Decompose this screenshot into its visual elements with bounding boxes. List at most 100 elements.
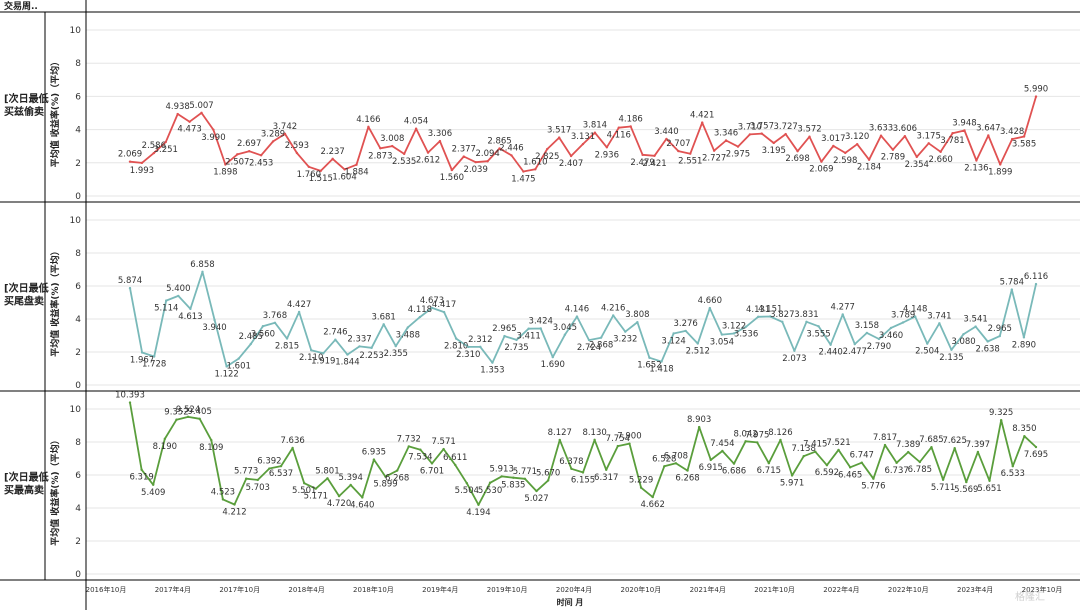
data-point [248,150,251,153]
data-label: 2.453 [249,158,273,168]
data-label: 5.530 [478,486,502,496]
data-label: 3.633 [869,124,893,134]
data-point [841,313,844,316]
data-label: 3.080 [951,337,975,347]
data-label: 6.268 [675,474,699,484]
data-point [546,147,549,151]
x-tick-label: 2016年10月 [86,585,127,594]
data-point [503,334,506,338]
data-point [653,154,656,158]
data-point [128,401,132,404]
data-label: 4.640 [350,500,374,510]
data-point [744,325,748,328]
data-point [575,315,579,318]
data-label: 2.735 [504,343,528,353]
data-label: 7.138 [792,444,816,454]
data-label: 2.965 [492,324,516,334]
data-point [744,440,747,443]
data-label: 3.488 [396,330,420,340]
y-tick-label: 8 [75,59,81,69]
data-point [802,455,805,458]
data-label: 5.409 [141,488,165,498]
data-label: 7.397 [966,440,990,450]
data-label: 2.237 [320,147,344,157]
y-tick-label: 6 [75,282,81,292]
data-point [384,475,387,478]
data-point [648,356,651,359]
data-label: 2.586 [142,141,166,151]
data-point [877,337,881,341]
y-tick-label: 6 [75,92,81,102]
data-label: 6.686 [722,467,746,477]
data-label: 4.194 [466,508,490,518]
data-label: 3.158 [855,321,879,331]
data-point [720,333,724,336]
data-point [895,461,898,465]
data-label: 2.638 [976,344,1000,354]
data-point [915,155,918,159]
data-point [903,134,907,138]
data-label: 3.827 [770,310,794,320]
data-point [999,418,1003,422]
data-label: 8.190 [153,442,177,452]
data-point [402,152,406,156]
data-label: 2.873 [368,151,392,161]
data-point [210,439,213,442]
data-label: 7.389 [896,440,920,450]
data-point [769,315,772,318]
data-point [186,415,190,419]
data-point [784,132,787,136]
data-label: 5.711 [931,483,955,493]
data-point [539,327,542,330]
data-label: 4.421 [690,111,714,121]
data-label: 4.662 [641,500,665,510]
data-label: 5.651 [977,484,1001,494]
data-label: 3.131 [571,132,595,142]
data-point [271,140,275,143]
data-point [569,154,573,158]
data-label: 4.277 [831,302,855,312]
data-label: 2.790 [867,342,891,352]
data-point [450,168,454,172]
data-label: 3.017 [821,134,845,144]
data-label: 7.571 [431,437,455,447]
data-point [1023,435,1026,438]
data-label: 6.715 [757,466,781,476]
data-point [951,132,954,135]
data-label: 2.535 [392,157,416,167]
data-label: 2.069 [809,165,833,175]
data-point [319,169,322,173]
data-point [261,325,265,328]
data-point [853,342,856,346]
data-point [988,479,991,482]
data-label: 4.116 [607,131,631,141]
data-point [677,149,680,153]
data-label: 1.884 [344,168,368,178]
data-point [867,158,871,161]
data-point [987,134,990,137]
data-point [454,337,458,340]
data-point [498,147,501,150]
data-point [407,445,410,448]
data-point [349,483,352,487]
x-tick-label: 2019年4月 [422,585,458,594]
y-tick-label: 8 [75,249,81,259]
data-point [581,142,585,146]
y-tick-label: 2 [75,159,81,169]
data-label: 6.708 [664,451,688,461]
data-point [686,469,689,472]
data-point [587,338,591,342]
data-point [732,332,736,335]
data-point [355,163,358,166]
data-label: 3.789 [891,310,915,320]
data-label: 3.175 [917,131,941,141]
data-label: 2.612 [416,156,440,166]
data-label: 7.454 [710,439,734,449]
data-point [724,139,728,142]
data-label: 6.611 [443,453,467,463]
data-point [941,478,945,481]
data-point [379,147,382,150]
data-point [837,448,840,452]
data-point [361,496,364,499]
y-axis-label: 平均值 收益率(%)（平均） [49,435,61,545]
